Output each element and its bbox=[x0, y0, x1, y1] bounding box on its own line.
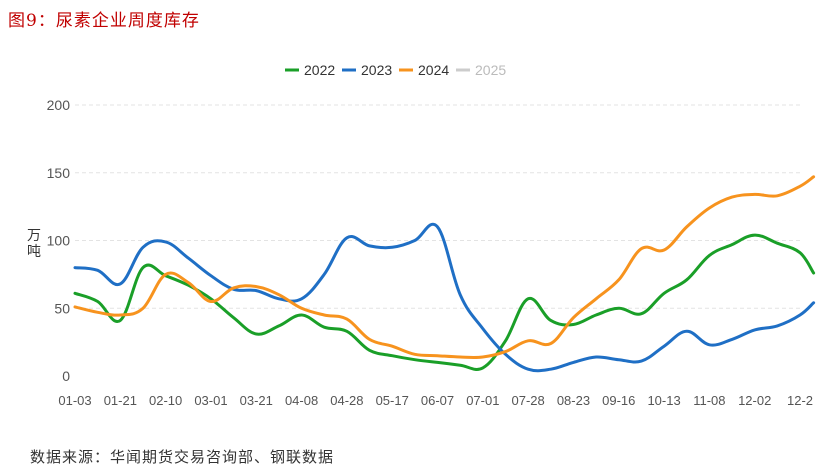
legend-label: 2024 bbox=[418, 62, 449, 78]
x-tick-label: 07-01 bbox=[466, 393, 499, 408]
legend-item-2022[interactable]: 2022 bbox=[285, 62, 335, 78]
x-tick-label: 11-08 bbox=[693, 393, 725, 408]
y-tick-label: 200 bbox=[47, 97, 71, 113]
x-tick-label: 07-28 bbox=[512, 393, 545, 408]
x-tick-label: 04-08 bbox=[285, 393, 318, 408]
plot-area bbox=[73, 175, 816, 373]
x-tick-label: 10-13 bbox=[647, 393, 680, 408]
y-tick-label: 50 bbox=[54, 300, 70, 316]
x-tick-label: 04-28 bbox=[330, 393, 363, 408]
x-tick-label: 08-23 bbox=[557, 393, 590, 408]
legend-item-2023[interactable]: 2023 bbox=[342, 62, 392, 78]
x-tick-label: 01-21 bbox=[104, 393, 137, 408]
legend-label: 2025 bbox=[475, 62, 506, 78]
x-tick-label: 01-03 bbox=[58, 393, 91, 408]
y-tick-label: 0 bbox=[62, 368, 70, 384]
series-line-2024 bbox=[73, 175, 816, 360]
x-tick-label: 09-16 bbox=[602, 393, 635, 408]
x-tick-label: 03-01 bbox=[194, 393, 227, 408]
x-tick-label: 06-07 bbox=[421, 393, 454, 408]
series-line-2023 bbox=[73, 222, 816, 373]
grid bbox=[75, 104, 800, 309]
y-tick-label: 100 bbox=[47, 233, 71, 249]
x-tick-label: 05-17 bbox=[376, 393, 409, 408]
legend-label: 2023 bbox=[361, 62, 392, 78]
x-axis: 01-03 01-21 02-10 03-01 03-21 04-08 04-28 05-17… bbox=[58, 393, 813, 408]
x-tick-label: 02-10 bbox=[149, 393, 182, 408]
source-note: 数据来源：华闻期货交易咨询部、钢联数据 bbox=[30, 448, 335, 466]
legend[interactable]: 2022 2023 2024 2025 bbox=[285, 62, 506, 78]
x-tick-label: 12-2 bbox=[787, 393, 813, 408]
y-axis-label: 万吨 bbox=[27, 228, 41, 260]
x-tick-label: 12-02 bbox=[738, 393, 771, 408]
y-axis: 0 50 100 150 200 bbox=[47, 97, 71, 384]
legend-label: 2022 bbox=[304, 62, 335, 78]
figure-title: 图9：尿素企业周度库存 bbox=[8, 11, 200, 31]
y-tick-label: 150 bbox=[47, 165, 71, 181]
y-axis-label-char: 吨 bbox=[27, 244, 41, 260]
legend-item-2025[interactable]: 2025 bbox=[456, 62, 506, 78]
legend-item-2024[interactable]: 2024 bbox=[399, 62, 449, 78]
x-tick-label: 03-21 bbox=[240, 393, 273, 408]
y-axis-label-char: 万 bbox=[27, 228, 41, 244]
